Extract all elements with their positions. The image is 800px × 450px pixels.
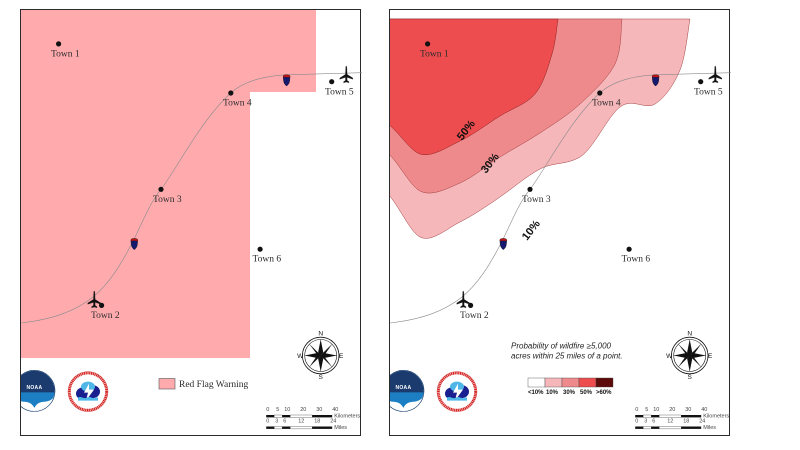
svg-text:30: 30: [685, 407, 691, 413]
svg-text:10%: 10%: [520, 218, 543, 243]
svg-text:<10%: <10%: [528, 390, 544, 396]
svg-text:18: 18: [683, 419, 689, 425]
svg-text:Miles: Miles: [334, 425, 347, 431]
svg-text:3: 3: [275, 419, 278, 425]
svg-text:acres within 25 miles of a poi: acres within 25 miles of a point.: [511, 352, 623, 361]
svg-text:20: 20: [300, 407, 306, 413]
svg-text:18: 18: [314, 419, 320, 425]
svg-text:Town 1: Town 1: [420, 50, 449, 60]
svg-text:50%: 50%: [580, 390, 593, 396]
svg-text:Town 4: Town 4: [592, 99, 621, 109]
svg-text:6: 6: [283, 419, 286, 425]
svg-text:0: 0: [635, 419, 638, 425]
svg-text:Town 3: Town 3: [522, 195, 551, 205]
svg-text:5: 5: [645, 407, 648, 413]
svg-text:Probability of wildfire ≥5,000: Probability of wildfire ≥5,000: [511, 342, 612, 351]
svg-text:6: 6: [652, 419, 655, 425]
svg-text:30%: 30%: [563, 390, 576, 396]
svg-text:30: 30: [316, 407, 322, 413]
svg-text:12: 12: [667, 419, 673, 425]
svg-text:24: 24: [699, 419, 705, 425]
svg-text:5: 5: [276, 407, 279, 413]
svg-text:0: 0: [266, 419, 269, 425]
svg-text:Town 5: Town 5: [694, 87, 723, 97]
svg-text:Town 6: Town 6: [622, 255, 651, 265]
svg-text:3: 3: [644, 419, 647, 425]
svg-text:>60%: >60%: [596, 390, 612, 396]
svg-text:Town 2: Town 2: [460, 311, 489, 321]
svg-text:40: 40: [332, 407, 338, 413]
svg-text:10: 10: [284, 407, 290, 413]
svg-text:12: 12: [298, 419, 304, 425]
svg-text:24: 24: [330, 419, 336, 425]
svg-text:Kilometers: Kilometers: [334, 414, 360, 420]
svg-text:Miles: Miles: [703, 425, 716, 431]
svg-text:0: 0: [635, 407, 638, 413]
svg-text:Red Flag Warning: Red Flag Warning: [179, 380, 248, 390]
svg-text:20: 20: [669, 407, 675, 413]
svg-text:10%: 10%: [546, 390, 559, 396]
svg-text:0: 0: [266, 407, 269, 413]
svg-text:10: 10: [653, 407, 659, 413]
svg-text:40: 40: [701, 407, 707, 413]
svg-text:Kilometers: Kilometers: [703, 414, 729, 420]
